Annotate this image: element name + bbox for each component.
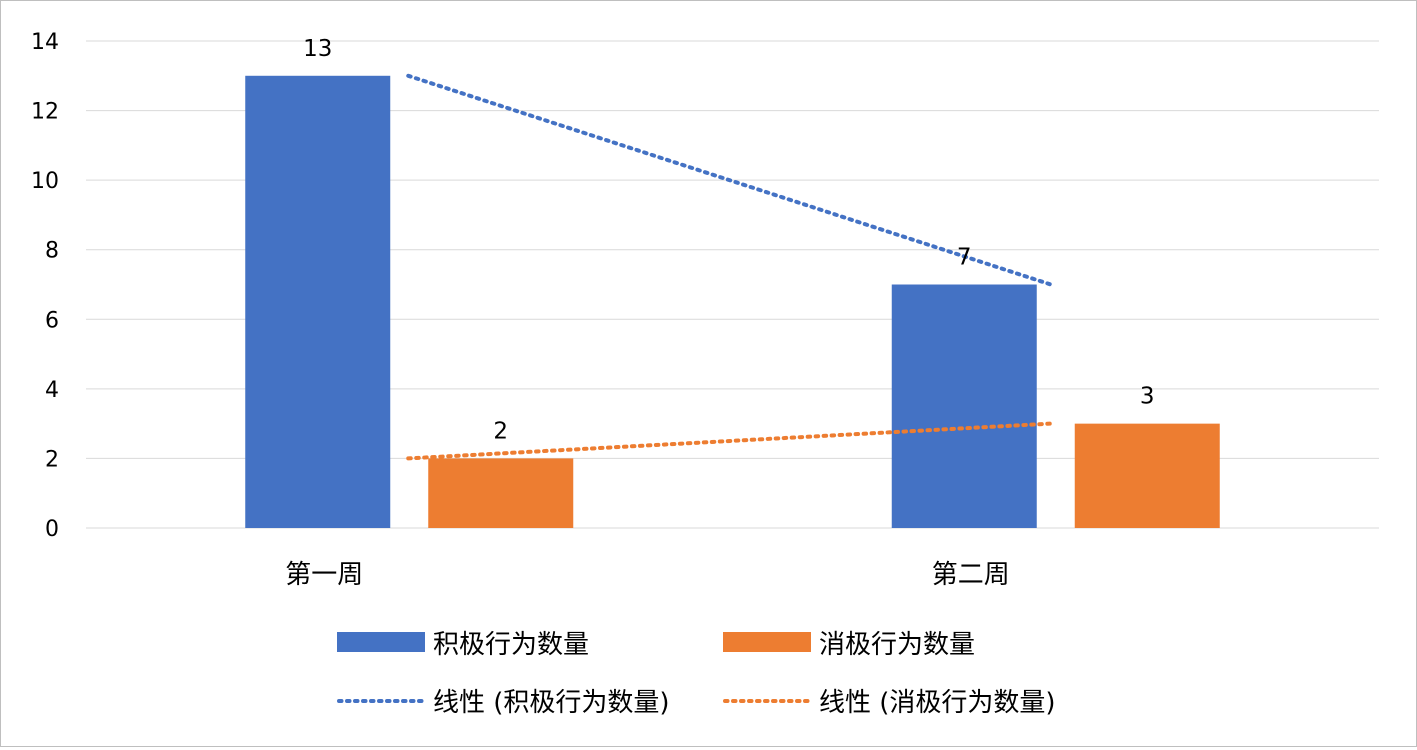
x-axis-ticks: 第一周 第二周 — [285, 560, 1010, 590]
y-tick-label: 12 — [31, 100, 59, 125]
y-tick-label: 4 — [45, 378, 59, 403]
bar-negative-1 — [428, 458, 574, 528]
bar-positive-2 — [891, 284, 1037, 528]
y-tick-label: 8 — [45, 239, 59, 264]
bars — [245, 75, 1220, 529]
data-labels: 13 7 2 3 — [303, 36, 1154, 445]
legend-label-1: 积极行为数量 — [433, 630, 589, 660]
trendline-positive — [406, 73, 1053, 287]
data-label: 3 — [1140, 384, 1155, 410]
y-axis-ticks: 0 2 4 6 8 10 12 14 — [31, 30, 59, 542]
y-tick-label: 14 — [31, 30, 59, 55]
legend-label-3: 线性 (积极行为数量) — [433, 688, 670, 718]
data-label: 13 — [303, 36, 332, 62]
trendline-negative — [406, 421, 1052, 461]
y-tick-label: 0 — [45, 517, 59, 542]
data-label: 7 — [957, 245, 972, 271]
legend-label-4: 线性 (消极行为数量) — [819, 688, 1056, 718]
y-tick-label: 6 — [45, 308, 59, 333]
legend-swatch-2 — [723, 632, 811, 652]
legend-label-2: 消极行为数量 — [819, 630, 975, 660]
bar-negative-2 — [1074, 423, 1220, 528]
trend-lines — [406, 73, 1053, 461]
data-label: 2 — [493, 418, 508, 444]
x-tick-label: 第二周 — [932, 560, 1010, 590]
y-tick-label: 10 — [31, 169, 59, 194]
y-tick-label: 2 — [45, 447, 59, 472]
legend-swatch-1 — [337, 632, 425, 652]
x-tick-label: 第一周 — [285, 560, 363, 590]
bar-positive-1 — [245, 75, 391, 529]
